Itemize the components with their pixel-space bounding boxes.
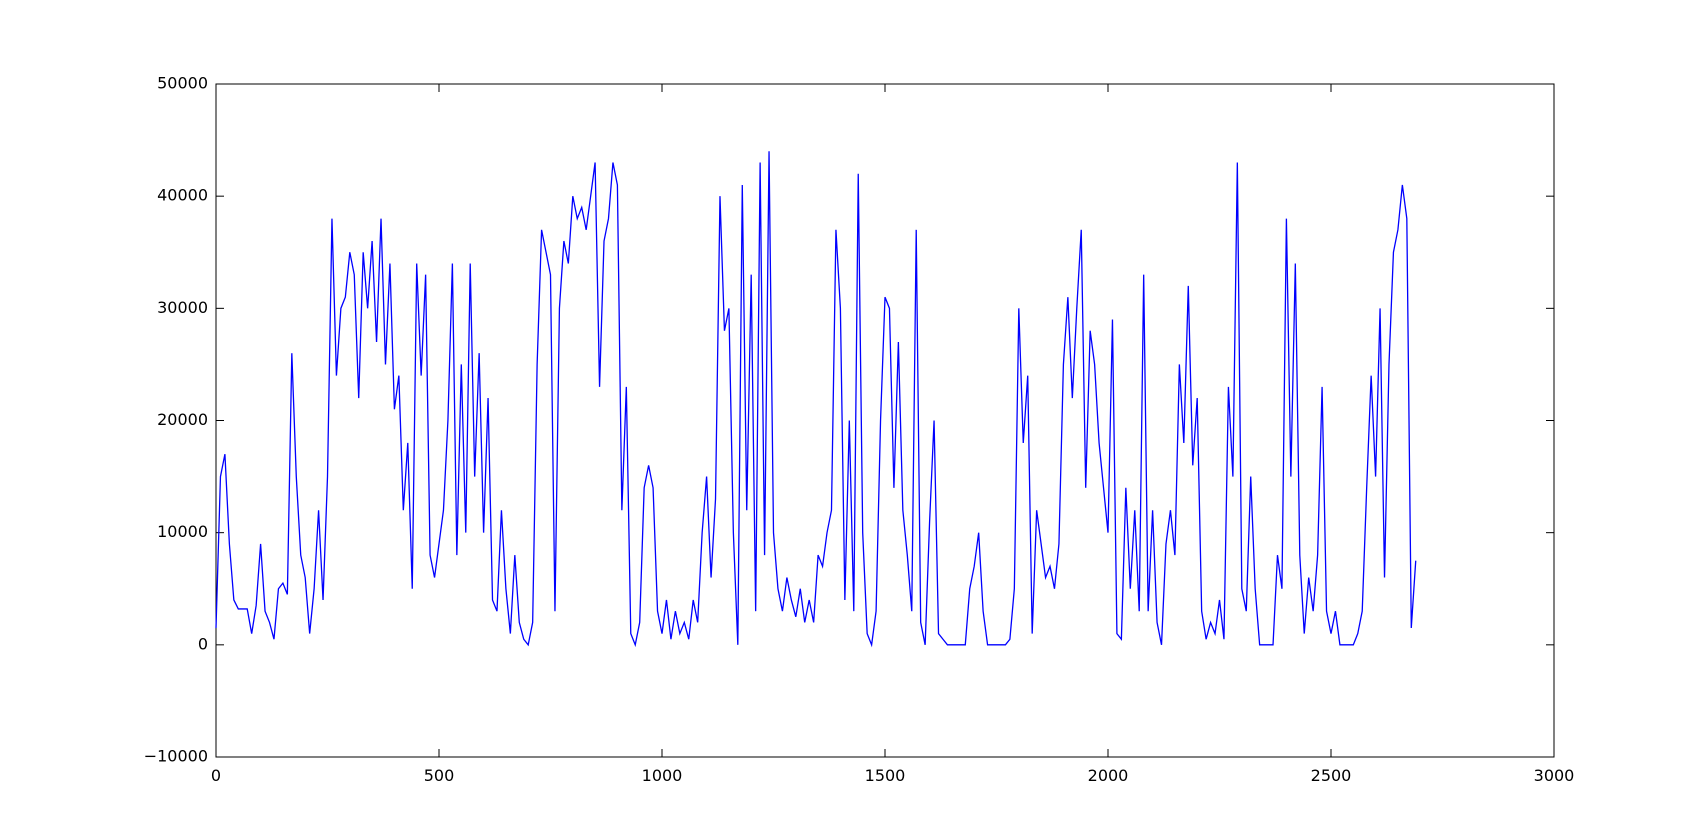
x-tick-label: 2000: [1088, 766, 1129, 785]
data-line: [215, 151, 1417, 648]
x-tick-label: 1500: [865, 766, 906, 785]
x-tick-label: 500: [424, 766, 455, 785]
x-tick-label: 3000: [1534, 766, 1575, 785]
y-tick-label: 0: [198, 634, 208, 653]
y-tick-label: −10000: [144, 747, 208, 766]
y-tick-label: 40000: [157, 186, 208, 205]
y-tick-label: 10000: [157, 522, 208, 541]
y-tick-label: 30000: [157, 298, 208, 317]
plot-frame: [215, 83, 1555, 758]
y-tick-label: 20000: [157, 410, 208, 429]
x-tick-label: 2500: [1311, 766, 1352, 785]
x-tick-label: 0: [211, 766, 221, 785]
x-tick-label: 1000: [642, 766, 683, 785]
y-tick-label: 50000: [157, 74, 208, 93]
